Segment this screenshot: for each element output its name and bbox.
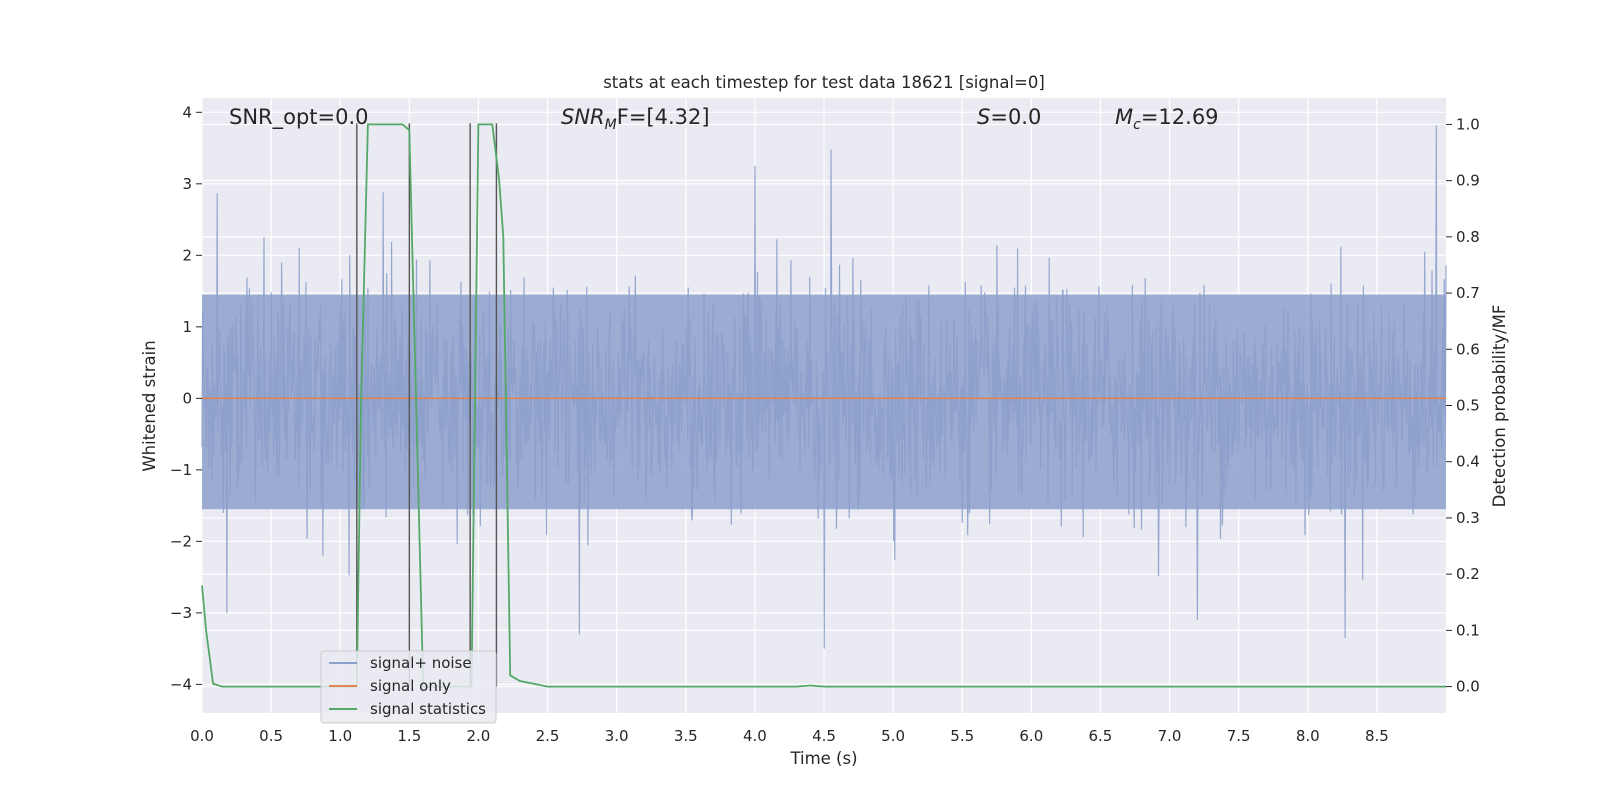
y-tick-label-right: 0.8	[1456, 228, 1480, 246]
annotation-mc: Mc=12.69	[1115, 105, 1219, 133]
x-tick-label: 4.0	[743, 727, 767, 745]
snr-mf-value: F=[4.32]	[617, 105, 710, 129]
y-tick-label-left: −3	[170, 604, 192, 622]
legend-box	[320, 650, 497, 724]
y-ticks-right: 1.0 0.9 0.8 0.7 0.6 0.5 0.4 0.3 0.2 0.1 0.0	[1446, 115, 1480, 696]
y-tick-label-left: −1	[170, 461, 192, 479]
y-tick-label-left: 4	[182, 103, 192, 121]
x-tick-label: 1.0	[328, 727, 352, 745]
y-axis-label-right: Detection probability/MF	[1490, 305, 1509, 508]
x-tick-label: 0.0	[190, 727, 214, 745]
x-tick-label: 5.5	[950, 727, 974, 745]
x-tick-label: 8.0	[1296, 727, 1320, 745]
y-tick-label-right: 0.3	[1456, 509, 1480, 527]
mc-value: =12.69	[1141, 105, 1219, 129]
annotation-snr-mf: SNRMF=[4.32]	[561, 105, 710, 133]
x-tick-label: 8.5	[1365, 727, 1389, 745]
y-tick-label-left: 1	[182, 318, 192, 336]
mc-subscript: c	[1133, 117, 1141, 133]
y-tick-label-right: 0.6	[1456, 340, 1480, 358]
y-tick-label-left: −2	[170, 532, 192, 550]
y-axis-label-left: Whitened strain	[140, 340, 159, 471]
legend-label-signal-only: signal only	[370, 677, 451, 695]
x-tick-label: 7.5	[1227, 727, 1251, 745]
mc-symbol: M	[1115, 105, 1133, 129]
annotation-s: S=0.0	[977, 105, 1041, 129]
y-tick-label-right: 0.4	[1456, 453, 1480, 471]
legend-label-signal-noise: signal+ noise	[370, 654, 472, 672]
y-tick-label-right: 0.1	[1456, 621, 1480, 639]
y-tick-label-left: 3	[182, 175, 192, 193]
y-tick-label-left: 0	[182, 389, 192, 407]
x-tick-label: 6.0	[1019, 727, 1043, 745]
x-tick-label: 2.5	[536, 727, 560, 745]
x-tick-label: 3.5	[674, 727, 698, 745]
x-tick-label: 2.0	[467, 727, 491, 745]
y-tick-label-right: 0.0	[1456, 678, 1480, 696]
y-tick-label-right: 0.7	[1456, 284, 1480, 302]
annotation-snr-opt: SNR_opt=0.0	[229, 105, 369, 130]
snr-mf-subscript: M	[605, 117, 617, 133]
x-tick-label: 3.0	[605, 727, 629, 745]
s-value: =0.0	[990, 105, 1041, 129]
x-tick-label: 5.0	[881, 727, 905, 745]
x-ticks: 0.0 0.5 1.0 1.5 2.0 2.5 3.0 3.5 4.0 4.5 5.0 5.5 6.0 6…	[190, 727, 1389, 745]
y-tick-label-left: −4	[170, 675, 192, 693]
x-axis-label: Time (s)	[789, 749, 857, 768]
x-tick-label: 6.5	[1089, 727, 1113, 745]
y-ticks-left: 4 3 2 1 0 −1 −2 −3 −4	[170, 103, 202, 693]
s-symbol: S	[977, 105, 990, 129]
y-tick-label-right: 0.9	[1456, 172, 1480, 190]
chart-title: stats at each timestep for test data 186…	[603, 73, 1045, 92]
y-tick-label-right: 0.5	[1456, 397, 1480, 415]
x-tick-label: 4.5	[812, 727, 836, 745]
snr-mf-symbol: SNR	[561, 105, 605, 129]
x-tick-label: 0.5	[259, 727, 283, 745]
y-tick-label-right: 0.2	[1456, 565, 1480, 583]
x-tick-label: 1.5	[397, 727, 421, 745]
legend-label-signal-statistics: signal statistics	[370, 700, 486, 718]
vertical-markers	[356, 123, 498, 687]
x-tick-label: 7.0	[1158, 727, 1182, 745]
y-tick-label-left: 2	[182, 246, 192, 264]
y-tick-label-right: 1.0	[1456, 115, 1480, 133]
legend: signal+ noise signal only signal statist…	[320, 650, 497, 724]
